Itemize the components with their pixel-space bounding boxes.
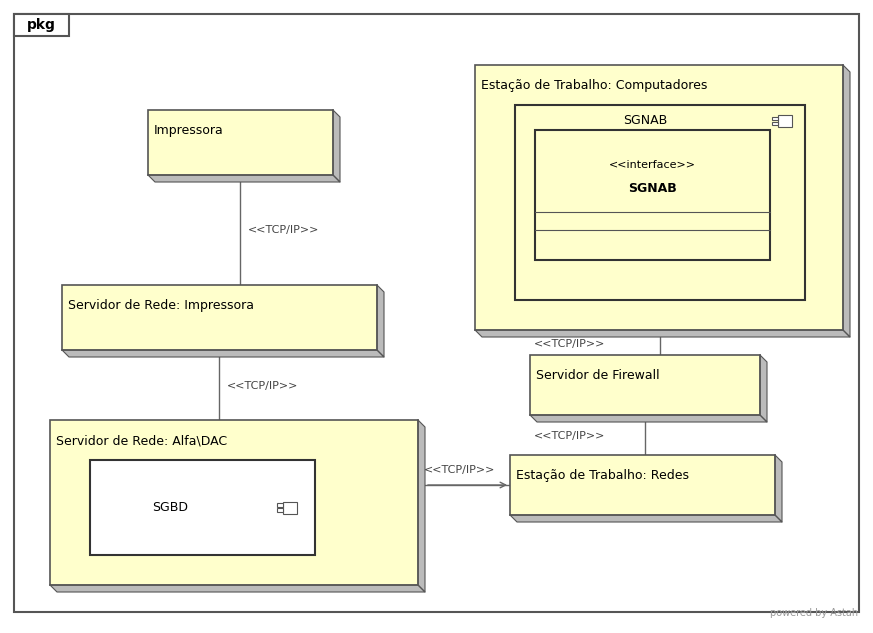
Polygon shape — [760, 355, 767, 422]
Polygon shape — [62, 350, 384, 357]
Bar — [50, 420, 418, 585]
Text: Servidor de Firewall: Servidor de Firewall — [536, 369, 660, 382]
Polygon shape — [418, 420, 425, 592]
Text: <<TCP/IP>>: <<TCP/IP>> — [424, 465, 495, 475]
Text: <<interface>>: <<interface>> — [609, 160, 696, 170]
Text: SGNAB: SGNAB — [629, 182, 677, 194]
Text: <<TCP/IP>>: <<TCP/IP>> — [534, 339, 605, 349]
Bar — [90, 460, 315, 555]
Polygon shape — [775, 455, 782, 522]
Bar — [778, 115, 792, 127]
Bar — [277, 508, 283, 511]
Text: Estação de Trabalho: Redes: Estação de Trabalho: Redes — [516, 469, 689, 482]
Polygon shape — [510, 515, 782, 522]
Polygon shape — [475, 330, 850, 337]
Polygon shape — [50, 585, 425, 592]
Bar — [475, 65, 843, 330]
Bar — [14, 14, 69, 36]
Bar — [535, 130, 770, 260]
Text: powered by Astah: powered by Astah — [770, 608, 858, 618]
Polygon shape — [377, 285, 384, 357]
Bar — [772, 122, 778, 125]
Bar — [148, 110, 333, 175]
Bar — [530, 355, 760, 415]
Text: Servidor de Rede: Impressora: Servidor de Rede: Impressora — [68, 299, 254, 312]
Polygon shape — [148, 175, 340, 182]
Bar — [62, 285, 377, 350]
Text: Estação de Trabalho: Computadores: Estação de Trabalho: Computadores — [481, 79, 707, 92]
Text: <<TCP/IP>>: <<TCP/IP>> — [248, 225, 320, 235]
Bar — [510, 455, 775, 515]
Bar — [515, 105, 805, 300]
Text: SGNAB: SGNAB — [622, 115, 667, 127]
Polygon shape — [530, 415, 767, 422]
Bar — [283, 501, 297, 513]
Polygon shape — [333, 110, 340, 182]
Text: Impressora: Impressora — [154, 124, 223, 137]
Text: SGBD: SGBD — [152, 501, 188, 514]
Polygon shape — [843, 65, 850, 337]
Text: <<TCP/IP>>: <<TCP/IP>> — [227, 381, 299, 391]
Text: pkg: pkg — [26, 18, 56, 32]
Bar — [277, 503, 283, 507]
Text: <<TCP/IP>>: <<TCP/IP>> — [534, 431, 605, 441]
Bar — [772, 116, 778, 120]
Text: Servidor de Rede: Alfa\DAC: Servidor de Rede: Alfa\DAC — [56, 434, 227, 447]
